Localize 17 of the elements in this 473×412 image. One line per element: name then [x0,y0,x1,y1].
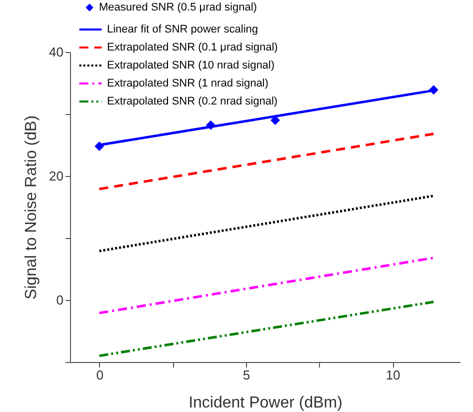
legend-label: Linear fit of SNR power scaling [107,24,258,36]
y-axis-title: Signal to Noise Ratio (dB) [23,115,40,300]
legend-label: Extrapolated SNR (1 nrad signal) [107,78,268,90]
point [94,141,104,151]
y-tick-label: 20 [49,168,64,184]
legend-label: Measured SNR (0.5 μrad signal) [99,2,257,14]
legend-label: Extrapolated SNR (0.2 nrad signal) [107,96,278,108]
x-tick-label: 10 [386,368,400,382]
x-tick-label: 0 [96,368,104,382]
x-axis-title: Incident Power (dBm) [188,394,342,412]
x-tick-label: 5 [242,368,250,382]
point [206,120,216,130]
legend-label: Extrapolated SNR (0.1 μrad signal) [107,42,278,54]
legend-label: Extrapolated SNR (10 nrad signal) [107,60,275,72]
y-tick-label: 0 [56,292,64,308]
point [428,85,438,95]
y-tick-label: 40 [49,44,64,60]
